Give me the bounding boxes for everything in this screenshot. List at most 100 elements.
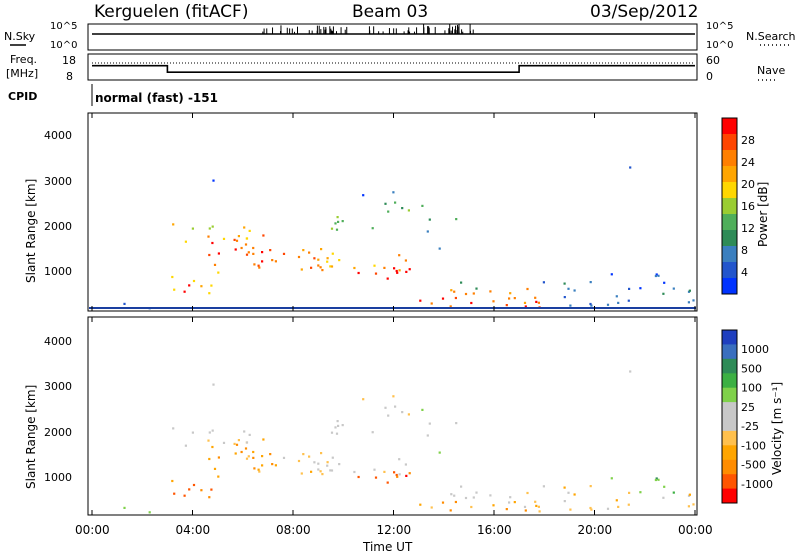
velocity-cell (319, 470, 322, 473)
power-cell (489, 290, 492, 293)
power-cell (320, 248, 323, 251)
colorbar-tick-label: 16 (741, 200, 755, 213)
power-cell (245, 253, 249, 256)
power-cell (183, 290, 186, 293)
power-cell (211, 225, 214, 228)
velocity-cell (535, 504, 538, 507)
colorbar-segment (722, 278, 737, 295)
power-yaxis: 4000 3000 2000 1000 (44, 129, 72, 278)
velocity-cell (217, 456, 220, 459)
velocity-cell (589, 506, 592, 510)
velocity-cell (337, 424, 340, 427)
velocity-cell (489, 494, 492, 497)
velocity-cell (454, 500, 457, 504)
power-cell (357, 271, 360, 275)
velocity-cell (271, 463, 274, 466)
power-cell (610, 273, 613, 276)
power-cell (537, 301, 540, 304)
power-cell (257, 264, 260, 267)
velocity-cell (523, 505, 527, 508)
power-cell (240, 246, 243, 250)
velocity-cell (123, 506, 126, 509)
power-cell (438, 247, 441, 250)
velocity-cell (383, 470, 386, 473)
noise-panel: 10^5 10^0 10^5 10^0 N.Sky N.Search (4, 21, 796, 51)
power-cell (426, 230, 429, 233)
colorbar-tick-label: 4 (741, 266, 748, 279)
velocity-cell (172, 427, 175, 430)
velocity-cell (248, 433, 251, 436)
velocity-cell (253, 467, 256, 470)
velocity-cell (419, 503, 422, 506)
velocity-cell (662, 496, 665, 499)
power-cell (248, 229, 251, 232)
power-cell (336, 216, 339, 219)
power-cell (191, 227, 194, 230)
power-cell (453, 290, 456, 293)
velocity-cell (590, 508, 593, 511)
cpid-text: normal (fast) -151 (95, 91, 218, 105)
velocity-cell (213, 467, 217, 470)
freq-trace (92, 64, 695, 73)
colorbar-tick-label: 500 (741, 362, 762, 375)
velocity-cell (404, 463, 407, 466)
power-cell (386, 277, 389, 280)
power-cell (627, 299, 630, 302)
nave-label: Nave (757, 64, 785, 77)
velocity-cell (589, 485, 592, 488)
velocity-cell (384, 406, 387, 409)
velocity-cell (233, 442, 236, 445)
power-cell (173, 288, 176, 291)
colorbar-segment (722, 358, 737, 374)
velocity-cell (252, 456, 255, 459)
velocity-cell (526, 491, 529, 495)
power-cell (338, 259, 341, 262)
power-cell (450, 289, 453, 292)
power-cell (319, 266, 322, 269)
power-cell (563, 282, 566, 285)
velocity-cell (244, 447, 248, 450)
velocity-cell (208, 496, 211, 499)
power-cell (460, 281, 463, 284)
velocity-cell (171, 479, 174, 483)
power-cell (419, 299, 422, 302)
power-cell (615, 295, 618, 298)
velocity-cell (627, 503, 630, 506)
velocity-cell (615, 499, 618, 502)
power-cell (330, 227, 334, 230)
velocity-cell (395, 473, 398, 477)
power-cell (262, 234, 265, 237)
vel-ytick-4000: 4000 (44, 335, 72, 348)
velocity-cell (657, 478, 660, 481)
power-cell (234, 248, 237, 251)
colorbar-segment (722, 445, 737, 461)
velocity-cell (393, 471, 396, 474)
power-cell (211, 241, 214, 245)
velocity-cell (371, 431, 374, 434)
velocity-cell (269, 453, 272, 456)
colorbar-segment (722, 488, 737, 504)
nsky-label: N.Sky (4, 30, 36, 43)
x-tick-label: 16:00 (477, 523, 512, 537)
velocity-cell (453, 494, 456, 497)
velocity-cell (173, 492, 176, 495)
power-cell (123, 302, 126, 305)
colorbar-tick-label: -1000 (741, 478, 773, 491)
velocity-cell (629, 370, 632, 373)
velocity-cell (654, 478, 657, 482)
velocity-cell (334, 426, 337, 429)
power-cell (192, 279, 196, 283)
power-cell (687, 301, 690, 304)
colorbar-segment (722, 262, 737, 279)
power-panel: 4000 3000 2000 1000 Slant Range [km] (24, 112, 698, 312)
power-ylabel: Slant Range [km] (24, 179, 38, 283)
velocity-cell (317, 468, 320, 471)
colorbar-tick-label: -100 (741, 439, 766, 452)
noise-ytick-top: 10^5 (50, 21, 77, 32)
colorbar-segment (722, 150, 737, 167)
beam-title: Beam 03 (352, 2, 428, 22)
power-cell (639, 287, 642, 290)
colorbar-segment (722, 118, 737, 135)
colorbar-tick-label: 28 (741, 134, 755, 147)
velocity-cell (470, 505, 473, 509)
